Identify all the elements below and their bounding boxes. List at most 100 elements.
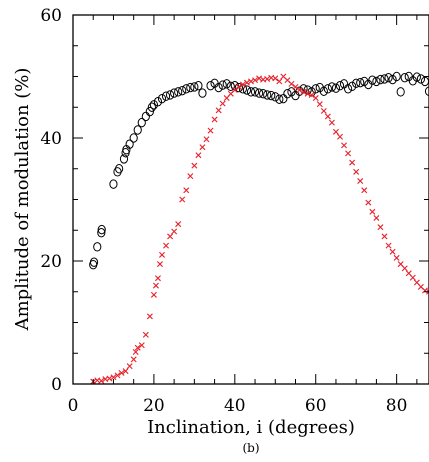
data-point-cross [332,128,339,135]
data-point-circle [89,257,99,267]
data-point-circle [327,82,337,92]
y-tick-label: 0 [51,375,62,395]
y-tick-label: 40 [40,129,62,149]
data-point-cross [248,78,254,85]
data-point-circle [376,74,385,85]
data-point-cross [114,372,121,379]
data-point-circle [119,154,129,164]
data-point-cross [118,369,125,376]
data-point-cross [215,107,222,114]
x-tick-label: 0 [68,396,79,416]
data-point-cross [219,100,226,107]
data-point-circle [259,89,268,99]
data-point-cross [377,224,384,231]
data-point-circle [149,100,159,110]
data-point-cross [239,81,246,88]
data-point-circle [93,242,102,252]
data-point-circle [190,82,199,92]
data-point-cross [175,221,182,228]
data-point-cross [320,107,327,114]
data-point-cross [426,288,429,295]
data-point-circle [147,102,156,112]
data-point-cross [324,113,331,120]
data-point-cross [231,87,238,94]
data-point-circle [174,87,183,97]
data-point-cross [126,363,133,370]
data-point-circle [97,228,106,238]
data-point-circle [115,164,124,174]
y-tick-label: 20 [40,252,62,272]
data-point-cross [110,374,117,381]
data-point-cross [132,349,139,356]
data-point-circle [157,93,167,104]
data-point-circle [242,85,252,95]
data-point-cross [207,127,214,134]
data-point-circle [165,90,175,100]
data-point-cross [264,75,271,82]
data-point-circle [319,86,328,96]
data-point-circle [331,83,341,93]
data-point-circle [380,74,389,84]
data-point-cross [393,254,400,261]
data-point-circle [206,81,215,91]
data-point-cross [276,78,283,85]
data-point-cross [341,142,348,149]
data-point-cross [296,87,303,94]
data-point-circle [392,71,401,82]
data-point-circle [178,85,187,96]
data-point-circle [368,75,377,85]
data-point-circle [254,88,264,98]
data-point-circle [109,179,118,189]
y-tick-label: 60 [40,6,62,26]
data-point-cross [171,228,178,235]
data-point-cross [134,344,141,351]
data-point-cross [203,136,210,143]
data-point-cross [316,101,323,108]
data-point-cross [142,331,149,338]
data-point-circle [323,84,332,94]
data-point-circle [226,81,235,92]
x-axis-label: Inclination, i (degrees) [147,417,355,438]
data-point-cross [252,77,259,84]
data-point-circle [416,74,426,84]
data-point-circle [198,88,207,98]
data-point-circle [400,73,409,83]
data-point-circle [384,73,393,83]
data-point-circle [356,77,365,88]
data-point-cross [191,162,198,169]
data-point-cross [106,375,113,382]
x-tick-label: 80 [386,396,408,416]
data-point-circle [218,80,227,90]
data-point-circle [125,139,134,149]
data-point-circle [246,87,256,97]
data-point-circle [263,90,272,100]
data-point-cross [389,248,396,255]
data-point-cross [369,208,376,215]
data-point-cross [199,144,206,151]
data-point-circle [275,94,284,104]
axis-ticks [72,14,429,385]
data-point-circle [388,74,397,85]
data-point-cross [361,187,368,194]
data-point-cross [328,119,335,126]
data-point-circle [360,76,369,87]
data-point-circle [299,84,308,94]
data-point-cross [401,265,408,272]
data-point-cross [288,80,295,87]
data-point-cross [179,196,186,203]
data-point-cross [304,90,311,97]
data-point-circle [348,81,357,92]
data-point-circle [222,79,231,89]
data-point-circle [372,76,381,87]
data-point-circle [170,88,179,98]
data-point-cross [353,168,360,175]
data-point-circle [352,78,361,88]
data-point-cross [385,242,392,249]
data-point-cross [292,83,299,90]
data-point-circle [194,81,203,91]
data-point-cross [357,178,364,185]
data-point-circle [307,87,316,97]
data-point-cross [150,291,157,298]
data-point-cross [156,261,163,268]
